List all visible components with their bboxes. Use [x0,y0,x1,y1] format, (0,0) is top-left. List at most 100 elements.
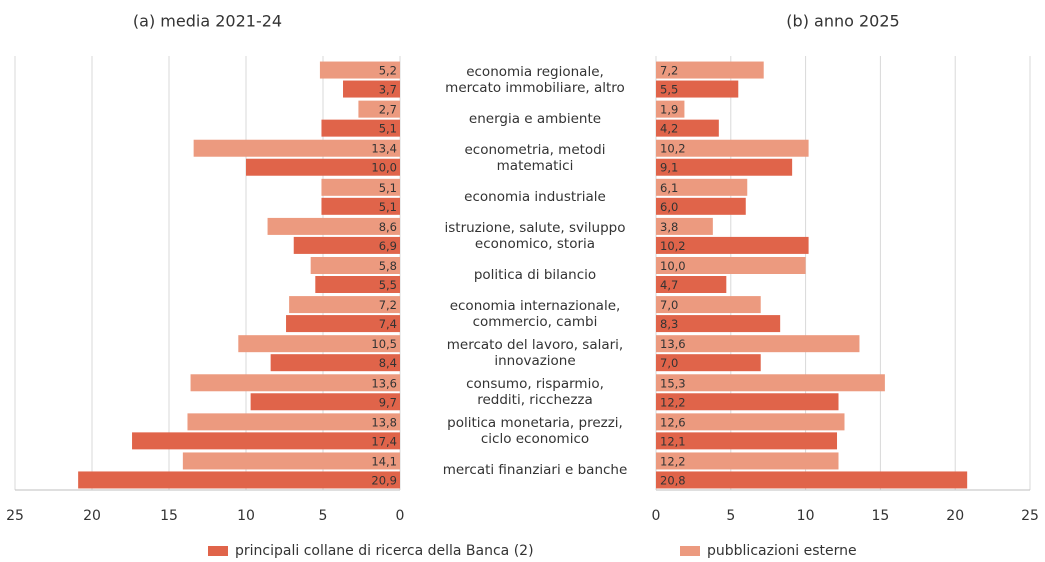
value-label: 3,8 [660,220,678,234]
category-label: mercato del lavoro, salari, innovazione [446,337,624,370]
value-label: 7,2 [379,298,397,312]
value-label: 7,0 [660,356,678,370]
value-label: 10,0 [660,259,686,273]
bar [656,100,685,118]
value-label: 15,3 [660,376,686,390]
x-tick-label: 25 [6,508,24,524]
x-tick-label: 15 [160,508,178,524]
value-label: 5,1 [379,122,397,136]
category-label: istruzione, salute, sviluppo economico, … [444,219,626,252]
bar [656,197,746,215]
value-label: 13,6 [371,376,397,390]
bar [656,61,764,79]
value-label: 6,0 [660,200,678,214]
x-tick-label: 20 [83,508,101,524]
x-tick-label: 0 [396,508,405,524]
x-tick-label: 20 [946,508,964,524]
category-label: mercati finanziari e banche [442,462,628,479]
bar [656,413,845,431]
value-label: 10,5 [371,337,397,351]
value-label: 10,2 [660,142,686,156]
value-label: 4,7 [660,278,678,292]
value-label: 5,5 [660,83,678,97]
value-label: 17,4 [371,434,397,448]
category-label: economia regionale, mercato immobiliare,… [445,63,625,96]
value-label: 1,9 [660,103,678,117]
bar [656,354,761,372]
value-label: 9,1 [660,161,678,175]
category-label: consumo, risparmio, redditi, ricchezza [466,376,604,409]
bar [656,257,806,274]
category-label: econometria, metodi matematici [464,141,606,174]
bar [78,471,400,489]
value-label: 5,1 [379,181,397,195]
category-label: economia internazionale, commercio, camb… [449,298,621,331]
value-label: 3,7 [379,83,397,97]
value-label: 8,3 [660,317,678,331]
legend-swatch [680,546,700,556]
bar [343,80,400,98]
bar [319,61,400,79]
value-label: 20,9 [371,473,397,487]
value-label: 5,5 [379,278,397,292]
value-label: 5,2 [379,64,397,78]
value-label: 10,2 [660,239,686,253]
bar [656,432,838,450]
bar [182,452,400,470]
bar [656,296,761,314]
bar [656,236,809,254]
value-label: 4,2 [660,122,678,136]
bar [190,374,400,392]
x-tick-label: 5 [726,508,735,524]
bar [310,257,400,274]
bar [250,393,400,411]
category-label: politica di bilancio [473,267,597,283]
panel-title: (b) anno 2025 [786,12,899,31]
value-label: 13,8 [371,415,397,429]
bar [193,139,400,157]
x-tick-label: 15 [871,508,889,524]
bar [238,335,400,353]
bar [656,178,748,196]
value-label: 8,4 [379,356,397,370]
value-label: 2,7 [379,103,397,117]
bar [286,315,400,333]
value-label: 14,1 [371,454,397,468]
bar [187,413,400,431]
value-label: 7,0 [660,298,678,312]
value-label: 12,1 [660,434,686,448]
bar [656,158,793,176]
bar [315,276,400,293]
value-label: 5,8 [379,259,397,273]
x-tick-label: 10 [797,508,815,524]
bar [656,452,839,470]
value-label: 10,0 [371,161,397,175]
bar [132,432,401,450]
bar [321,197,400,215]
bar [656,393,839,411]
category-label: politica monetaria, prezzi, ciclo econom… [447,415,623,448]
bar [270,354,400,372]
value-label: 7,4 [379,317,397,331]
legend-label: pubblicazioni esterne [707,543,857,559]
bar [321,119,400,137]
bar [656,139,809,157]
legend-swatch [208,546,228,556]
x-tick-label: 25 [1021,508,1039,524]
value-label: 9,7 [379,395,397,409]
bar [289,296,400,314]
bar [656,335,860,353]
value-label: 13,4 [371,142,397,156]
x-tick-label: 0 [652,508,661,524]
bar [656,217,713,235]
category-label: energia e ambiente [468,110,602,127]
value-label: 20,8 [660,473,686,487]
category-label: economia industriale [464,188,606,205]
panel-title: (a) media 2021-24 [133,12,282,31]
value-label: 12,2 [660,395,686,409]
bar [358,100,400,118]
value-label: 12,6 [660,415,686,429]
legend-label: principali collane di ricerca della Banc… [235,543,534,559]
